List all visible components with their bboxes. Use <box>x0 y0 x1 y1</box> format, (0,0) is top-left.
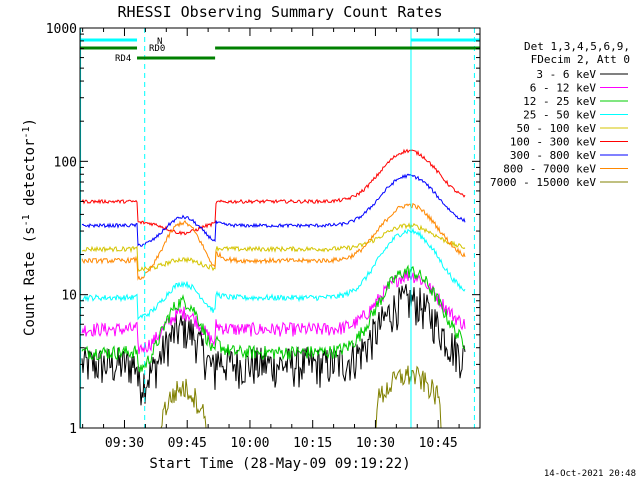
legend-label-4: 50 - 100 keV <box>517 122 597 135</box>
x-tick-label-2: 10:00 <box>230 436 269 451</box>
y-tick-label-0: 1 <box>69 422 77 437</box>
plot-area <box>80 28 475 429</box>
x-tick-label-5: 10:45 <box>419 436 458 451</box>
series-line-4 <box>81 222 466 273</box>
y-tick-label-1: 10 <box>61 289 77 304</box>
x-tick-label-0: 09:30 <box>105 436 144 451</box>
chart-title: RHESSI Observing Summary Count Rates <box>117 3 442 21</box>
flag-label-1: RD0 <box>149 44 165 54</box>
y-tick-label-2: 100 <box>54 155 77 170</box>
legend: Det 1,3,4,5,6,9,FDecim 2, Att 0 3 - 6 keV… <box>490 40 630 189</box>
legend-header-1: FDecim 2, Att 0 <box>531 53 630 66</box>
plot-frame <box>79 27 481 429</box>
flag-label-0: N <box>157 37 162 47</box>
series-line-2 <box>81 264 466 373</box>
legend-label-0: 3 - 6 keV <box>536 68 596 81</box>
legend-label-8: 7000 - 15000 keV <box>490 176 596 189</box>
y-axis-label: Count Rate (s-1 detector-1) <box>21 118 38 336</box>
legend-label-6: 300 - 800 keV <box>510 149 596 162</box>
x-axis-label: Start Time (28-May-09 09:19:22) <box>149 456 410 472</box>
series-line-0 <box>81 284 466 406</box>
series-line-1 <box>81 270 466 355</box>
legend-label-5: 100 - 300 keV <box>510 136 596 149</box>
legend-label-2: 12 - 25 keV <box>523 95 596 108</box>
timestamp: 14-Oct-2021 20:48 <box>544 469 636 479</box>
y-tick-label-3: 1000 <box>46 22 77 37</box>
x-tick-label-4: 10:30 <box>356 436 395 451</box>
x-tick-label-3: 10:15 <box>293 436 332 451</box>
series-line-3 <box>81 227 466 321</box>
series-line-5 <box>81 148 466 236</box>
legend-label-1: 6 - 12 keV <box>530 82 597 95</box>
axes: 1 10 100 1000 09:30 09:45 10:00 10:15 10:30 10:45 <box>46 22 481 451</box>
legend-label-3: 25 - 50 keV <box>523 109 596 122</box>
series-line-7 <box>81 202 466 281</box>
x-tick-label-1: 09:45 <box>168 436 207 451</box>
series-line-6 <box>81 173 466 247</box>
legend-header-0: Det 1,3,4,5,6,9, <box>524 40 630 53</box>
legend-label-7: 800 - 7000 keV <box>503 163 596 176</box>
flag-label-2: RD4 <box>115 54 131 64</box>
